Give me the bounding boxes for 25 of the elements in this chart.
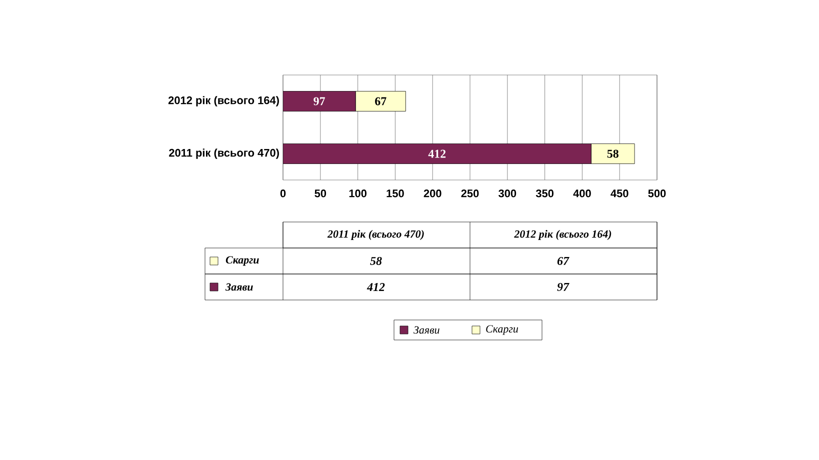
x-tick-label: 250 [461, 190, 479, 198]
data-label: 67 [375, 97, 386, 106]
x-tick-label: 400 [573, 190, 591, 198]
x-tick-label: 200 [424, 190, 442, 198]
x-tick-label: 350 [536, 190, 554, 198]
legend-label: Заяви [225, 283, 253, 291]
text: 97 [557, 282, 570, 291]
data-label: 97 [314, 97, 325, 106]
category-label: 2012 рік (всього 164) [514, 230, 612, 240]
x-tick-label: 500 [648, 190, 666, 198]
x-tick-label: 100 [349, 190, 366, 198]
data-label: 412 [428, 150, 446, 158]
x-tick-label: 0 [280, 190, 286, 198]
x-tick-label: 450 [610, 190, 628, 198]
text: 58 [370, 256, 382, 266]
category-label: 2011 рік (всього 470) [327, 230, 424, 240]
data-label: 58 [607, 150, 618, 158]
x-tick-label: 50 [314, 190, 326, 198]
legend-label: Скарги [226, 256, 259, 266]
text: Скарги [486, 325, 518, 335]
x-tick-label: 300 [498, 190, 516, 198]
x-tick-label: 150 [386, 190, 404, 198]
text: 412 [366, 283, 385, 291]
text: Заяви [414, 326, 440, 334]
text: 67 [557, 256, 570, 265]
